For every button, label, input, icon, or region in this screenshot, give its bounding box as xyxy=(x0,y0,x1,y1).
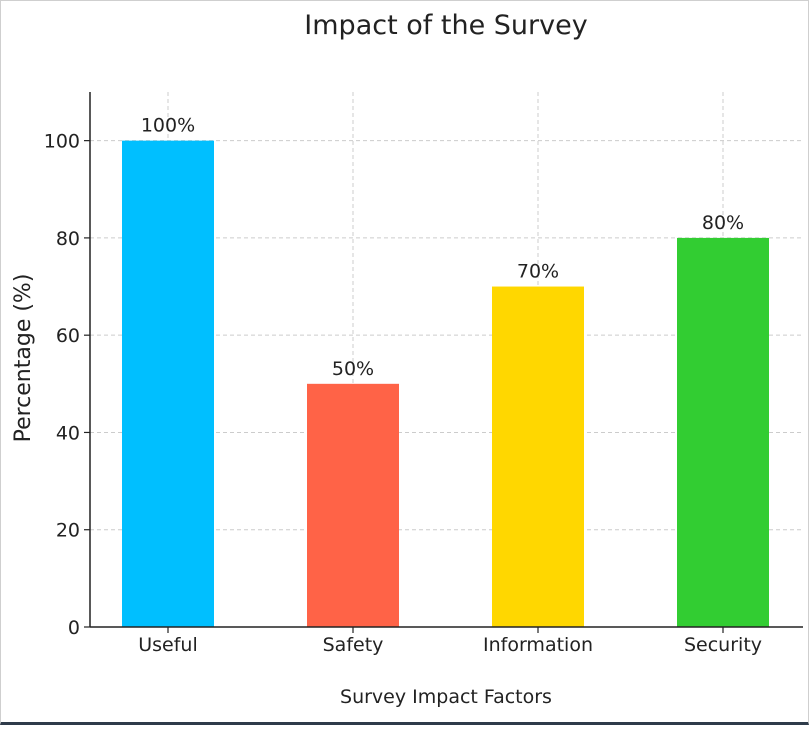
data-label-security: 80% xyxy=(702,212,744,234)
y-tick-label: 100 xyxy=(44,131,80,153)
x-tick-label-safety: Safety xyxy=(323,634,384,656)
y-tick-label: 60 xyxy=(56,325,80,347)
data-labels: 100% 50% 70% 80% xyxy=(141,115,744,380)
y-tick-label: 40 xyxy=(56,422,80,444)
chart-title: Impact of the Survey xyxy=(304,10,587,41)
y-tick-label: 20 xyxy=(56,520,80,542)
x-axis-label: Survey Impact Factors xyxy=(340,686,552,708)
bar-security xyxy=(677,237,769,627)
bar-useful xyxy=(122,140,214,628)
data-label-safety: 50% xyxy=(332,358,374,380)
data-label-information: 70% xyxy=(517,261,559,283)
y-tick-label: 0 xyxy=(68,617,80,639)
x-tick-label-security: Security xyxy=(684,634,762,656)
data-label-useful: 100% xyxy=(141,115,195,137)
y-tick-label: 80 xyxy=(56,228,80,250)
x-tick-label-useful: Useful xyxy=(138,634,198,656)
axes: 0 20 40 60 80 100 Useful Safety Information Secur… xyxy=(44,92,803,656)
bar-information xyxy=(492,286,584,627)
x-tick-label-information: Information xyxy=(483,634,593,656)
bar-safety xyxy=(307,383,399,627)
y-axis-label: Percentage (%) xyxy=(11,274,36,443)
bars xyxy=(122,140,769,628)
